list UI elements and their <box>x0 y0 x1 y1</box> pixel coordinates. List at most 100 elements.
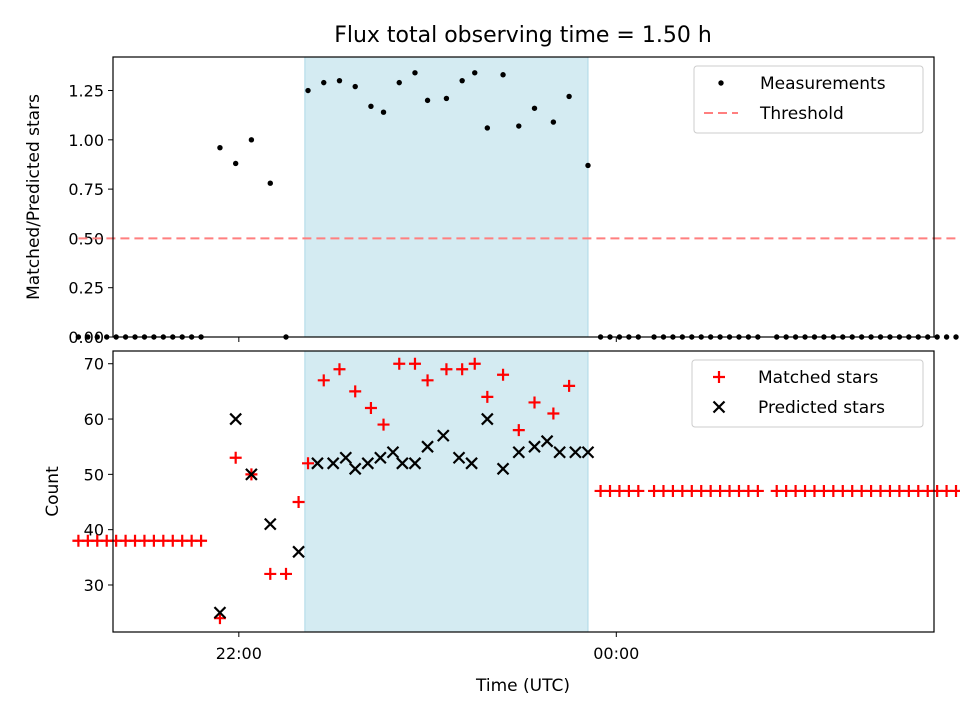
predicted-star-marker <box>311 457 324 470</box>
measurement-point <box>396 79 402 86</box>
bottom-highlight-span <box>304 350 589 633</box>
legend-entry-label: Threshold <box>759 104 844 124</box>
predicted-star-marker <box>396 457 409 470</box>
matched-star-marker <box>632 484 645 497</box>
x-tick-label: 00:00 <box>593 644 639 663</box>
matched-star-marker <box>229 451 242 464</box>
predicted-star-marker <box>386 445 400 459</box>
bottom-y-tick-label: 70 <box>84 355 104 374</box>
measurement-point <box>305 87 311 94</box>
matched-star-marker <box>393 357 406 370</box>
legend-entry-label: Measurements <box>760 74 886 94</box>
legend-entry-label: Matched stars <box>758 368 878 388</box>
predicted-star-marker <box>540 434 554 448</box>
measurement-point <box>336 77 343 84</box>
matched-star-marker <box>317 374 330 387</box>
predicted-star-marker <box>437 429 450 442</box>
matched-star-marker <box>481 390 494 403</box>
predicted-star-marker <box>465 457 478 470</box>
top-highlight-span <box>304 56 589 338</box>
predicted-star-marker <box>528 440 541 453</box>
measurement-point <box>248 137 255 143</box>
matched-star-marker <box>563 379 576 392</box>
predicted-star-marker <box>496 462 510 476</box>
predicted-star-marker <box>481 412 494 426</box>
bottom-panel: 304050607022:0000:0002:0004:0006:0008:00… <box>43 350 960 663</box>
measurement-point <box>424 97 431 104</box>
top-y-axis-label: Matched/Predicted stars <box>24 94 44 300</box>
matched-star-marker <box>497 368 510 381</box>
predicted-star-marker <box>245 468 258 481</box>
measurement-point <box>934 334 940 340</box>
matched-star-marker <box>512 424 525 437</box>
matched-star-marker <box>547 407 560 420</box>
measurement-point <box>585 162 591 169</box>
predicted-star-marker <box>348 462 362 476</box>
measurement-point <box>472 70 478 76</box>
measurement-point <box>217 145 223 151</box>
measurement-point <box>443 95 450 102</box>
predicted-star-marker <box>421 440 434 453</box>
measurement-point <box>500 72 506 78</box>
predicted-star-marker <box>452 451 466 465</box>
top-legend: Measurements Threshold <box>693 65 924 134</box>
bottom-y-tick-label: 30 <box>84 576 104 595</box>
bottom-y-axis-label: Count <box>43 466 63 517</box>
measurement-point <box>953 334 959 340</box>
legend-entry-label: Predicted stars <box>758 398 885 418</box>
matched-star-marker <box>377 418 390 431</box>
matched-star-marker <box>195 534 208 547</box>
measurement-point <box>368 103 374 109</box>
predicted-star-marker <box>408 457 422 470</box>
measurement-point <box>550 119 557 125</box>
predicted-star-marker <box>569 445 582 459</box>
matched-star-marker <box>950 484 960 497</box>
figure-title: Flux total observing time = 1.50 h <box>334 23 712 48</box>
top-y-tick-label: 0.25 <box>68 279 104 298</box>
measurement-point <box>232 160 239 167</box>
measurement-point <box>380 109 387 115</box>
x-axis-label: Time (UTC) <box>475 676 570 696</box>
measurement-point <box>104 334 110 340</box>
top-panel: 0.000.250.500.751.001.25Matched/Predicte… <box>24 56 960 347</box>
predicted-star-marker <box>326 457 340 470</box>
measurement-point <box>267 180 273 186</box>
measurement-point <box>321 79 327 86</box>
legend-measurement-swatch <box>718 80 724 86</box>
measurement-point <box>516 123 522 129</box>
predicted-star-marker <box>512 445 526 459</box>
bottom-legend: Matched stars Predicted stars <box>691 359 924 428</box>
matched-star-marker <box>751 484 764 497</box>
matched-star-marker <box>408 357 421 370</box>
bottom-axes-frame <box>112 350 935 633</box>
measurement-point <box>85 334 91 340</box>
measurement-point <box>531 105 538 111</box>
bottom-y-tick-label: 60 <box>84 410 104 429</box>
matched-star-marker <box>292 496 305 509</box>
predicted-star-marker <box>361 457 375 470</box>
predicted-star-marker <box>581 445 595 459</box>
predicted-star-marker <box>292 545 305 559</box>
matched-star-marker <box>264 567 277 580</box>
predicted-star-marker <box>553 445 566 459</box>
measurement-point <box>566 93 572 100</box>
matched-star-marker <box>468 357 481 370</box>
top-axes-frame <box>112 56 935 338</box>
predicted-star-marker <box>229 412 242 426</box>
matched-star-marker <box>302 457 315 470</box>
matched-star-marker <box>333 363 346 376</box>
predicted-star-marker <box>339 451 353 465</box>
top-y-tick-label: 1.00 <box>68 131 104 150</box>
predicted-star-marker <box>213 606 227 619</box>
bottom-y-tick-label: 50 <box>84 465 104 484</box>
measurement-point <box>484 125 491 131</box>
matched-star-marker <box>456 363 469 376</box>
predicted-star-marker <box>264 517 277 531</box>
measurement-point <box>94 334 100 340</box>
legend-matched-swatch <box>713 371 725 383</box>
x-tick-label: 22:00 <box>216 644 262 663</box>
measurement-point <box>352 83 358 90</box>
measurement-point <box>459 77 465 84</box>
bottom-legend-frame <box>691 359 924 428</box>
